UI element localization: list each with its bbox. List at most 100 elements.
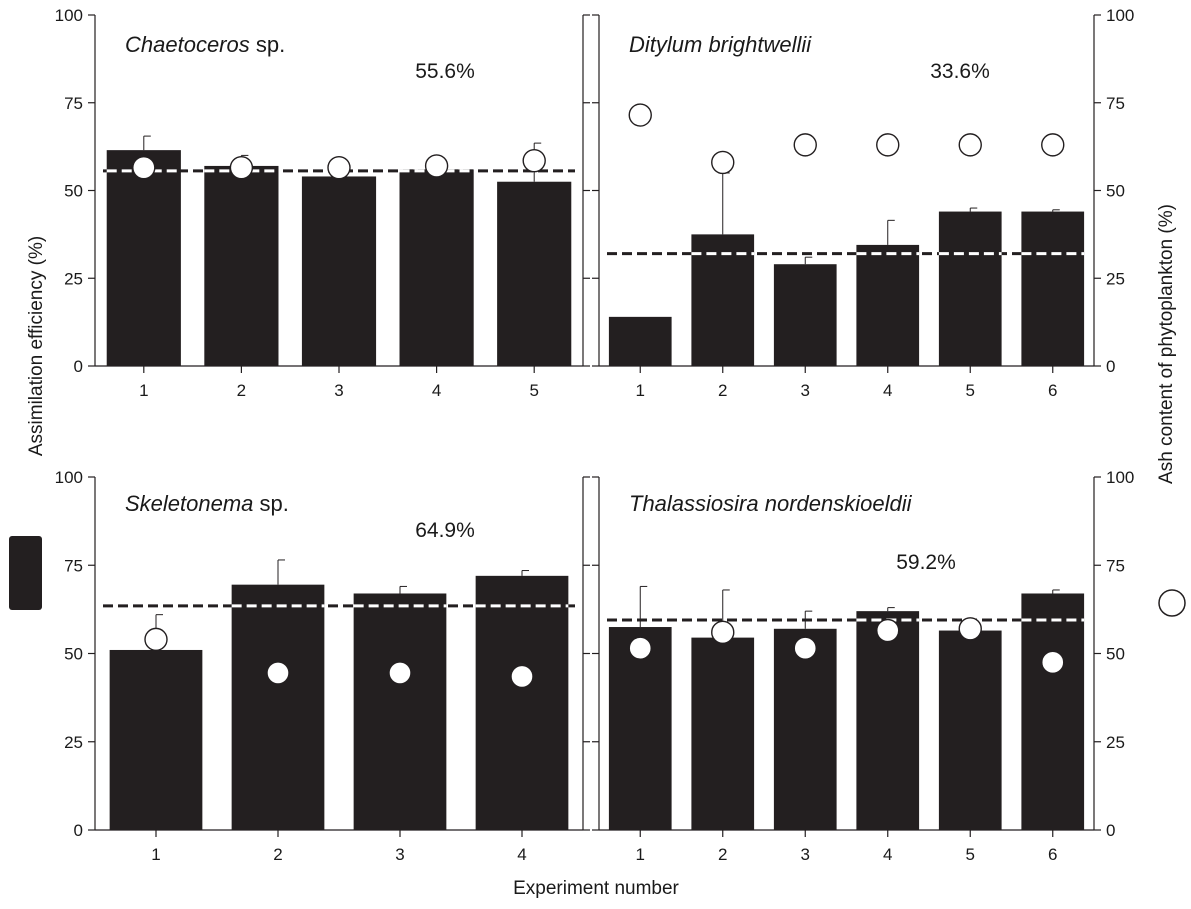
panel-title: Chaetoceros sp. xyxy=(125,32,285,57)
ash-content-marker xyxy=(711,150,735,175)
ash-content-marker xyxy=(1041,650,1065,675)
panel-1: 0 25 50 75 100 1 2 3 4 5 Chaetoceros sp. 55.6% xyxy=(55,6,590,400)
left-y-tick-label: 0 xyxy=(74,821,83,840)
species-name: Skeletonema xyxy=(125,491,253,516)
right-y-tick-label: 100 xyxy=(1106,468,1134,487)
ash-content-marker xyxy=(510,664,534,689)
bar xyxy=(856,244,920,366)
mean-value-label: 55.6% xyxy=(415,60,475,83)
left-y-tick-label: 100 xyxy=(55,6,83,25)
bar xyxy=(608,316,672,366)
x-tick-label: 2 xyxy=(237,381,246,400)
ash-content-marker xyxy=(327,155,351,180)
bar xyxy=(353,593,447,830)
ash-content-marker xyxy=(628,103,652,127)
bar xyxy=(301,176,377,366)
bar xyxy=(106,150,181,366)
right-y-tick-label: 100 xyxy=(1106,6,1134,25)
ash-content-marker xyxy=(1041,133,1065,157)
bar xyxy=(938,211,1002,366)
x-tick-label: 3 xyxy=(801,845,810,864)
left-y-tick-label: 50 xyxy=(64,645,83,664)
ash-content-marker xyxy=(229,155,254,180)
x-tick-label: 3 xyxy=(334,381,343,400)
bar xyxy=(773,264,837,366)
x-tick-label: 1 xyxy=(636,845,645,864)
species-name: Chaetoceros xyxy=(125,32,250,57)
bar xyxy=(475,575,569,830)
panel-3: 0 25 50 75 100 1 2 3 4 Skeletonema sp. 64.9% xyxy=(55,468,590,864)
panel-title: Thalassiosira nordenskioeldii xyxy=(629,491,913,516)
mean-value-label: 59.2% xyxy=(896,551,956,574)
x-tick-label: 5 xyxy=(529,381,538,400)
x-tick-label: 4 xyxy=(883,845,892,864)
bar xyxy=(608,627,672,830)
left-y-tick-label: 75 xyxy=(64,556,83,575)
left-y-tick-label: 50 xyxy=(64,182,83,201)
x-tick-label: 3 xyxy=(801,381,810,400)
left-y-tick-label: 25 xyxy=(64,733,83,752)
ash-content-marker xyxy=(876,133,900,157)
right-y-tick-label: 50 xyxy=(1106,645,1125,664)
bar xyxy=(773,628,837,830)
bar xyxy=(691,234,755,366)
x-tick-label: 3 xyxy=(395,845,404,864)
x-tick-label: 5 xyxy=(966,381,975,400)
bar xyxy=(204,165,279,366)
species-name: Ditylum brightwellii xyxy=(629,32,812,57)
left-y-tick-label: 100 xyxy=(55,468,83,487)
ash-content-marker xyxy=(793,133,817,157)
x-tick-label: 1 xyxy=(139,381,148,400)
x-tick-label: 6 xyxy=(1048,845,1057,864)
bar xyxy=(1021,593,1085,830)
species-name: Thalassiosira nordenskioeldii xyxy=(629,491,913,516)
right-y-axis-title: Ash content of phytoplankton (%) xyxy=(1156,204,1177,484)
bar xyxy=(109,649,203,830)
mean-value-label: 33.6% xyxy=(930,60,990,83)
panel-2: 0 25 50 75 100 1 2 3 4 5 6 Ditylum brightwellii 33.6… xyxy=(592,6,1134,400)
x-tick-label: 5 xyxy=(966,845,975,864)
panel-title: Skeletonema sp. xyxy=(125,491,289,516)
ash-content-marker xyxy=(388,661,412,685)
x-tick-label: 4 xyxy=(517,845,526,864)
bar xyxy=(856,611,920,830)
bar xyxy=(231,584,325,830)
ash-content-marker xyxy=(958,617,982,641)
x-axis-title: Experiment number xyxy=(513,878,679,899)
ash-content-marker xyxy=(424,154,449,178)
panel-4: 0 25 50 75 100 1 2 3 4 5 6 Thalassiosira nordenskio… xyxy=(592,468,1134,864)
x-tick-label: 2 xyxy=(718,381,727,400)
ash-content-marker xyxy=(132,155,156,180)
right-y-tick-label: 75 xyxy=(1106,556,1125,575)
right-y-tick-label: 50 xyxy=(1106,182,1125,201)
ash-content-marker xyxy=(711,620,735,645)
left-y-axis-title: Assimilation efficiency (%) xyxy=(26,236,47,456)
ash-content-marker xyxy=(628,636,652,660)
mean-value-label: 64.9% xyxy=(415,519,475,542)
right-y-tick-label: 0 xyxy=(1106,357,1115,376)
x-tick-label: 4 xyxy=(432,381,441,400)
right-y-tick-label: 25 xyxy=(1106,733,1125,752)
right-y-tick-label: 0 xyxy=(1106,821,1115,840)
ash-content-marker xyxy=(793,636,817,660)
left-y-tick-label: 25 xyxy=(64,269,83,288)
panel-title: Ditylum brightwellii xyxy=(629,32,812,57)
ash-content-marker xyxy=(958,133,982,157)
bar xyxy=(497,181,572,366)
right-y-tick-label: 75 xyxy=(1106,94,1125,113)
species-suffix: sp. xyxy=(253,491,288,516)
left-y-tick-label: 75 xyxy=(64,94,83,113)
right-y-tick-label: 25 xyxy=(1106,269,1125,288)
left-y-tick-label: 0 xyxy=(74,357,83,376)
legend-circle-marker xyxy=(1158,589,1186,617)
x-tick-label: 1 xyxy=(636,381,645,400)
ash-content-marker xyxy=(266,661,290,685)
species-suffix: sp. xyxy=(250,32,285,57)
bar xyxy=(1021,211,1085,366)
x-tick-label: 2 xyxy=(718,845,727,864)
x-tick-label: 6 xyxy=(1048,381,1057,400)
x-tick-label: 2 xyxy=(273,845,282,864)
legend-bar-swatch xyxy=(9,536,42,610)
